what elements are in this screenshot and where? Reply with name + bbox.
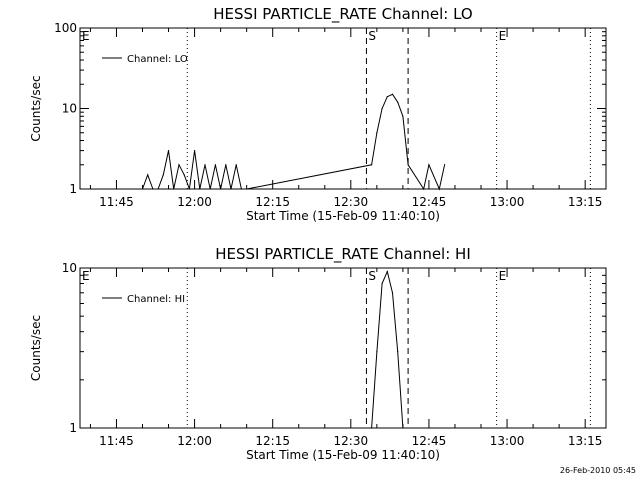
data-point (141, 188, 144, 190)
x-tick-label: 12:15 (255, 434, 290, 448)
data-point (402, 115, 404, 117)
data-point (183, 174, 185, 176)
x-tick-label: 13:00 (490, 195, 525, 209)
marker-label: E (82, 269, 90, 283)
x-tick-label: 11:45 (99, 195, 134, 209)
data-point (235, 164, 237, 166)
x-axis-label: Start Time (15-Feb-09 11:40:10) (246, 209, 440, 223)
data-point (147, 174, 149, 176)
data-point (397, 101, 399, 103)
data-point (199, 188, 201, 190)
data-point (152, 188, 154, 190)
marker-label: S (368, 269, 376, 283)
data-point (167, 149, 170, 152)
x-tick-label: 12:30 (334, 195, 369, 209)
data-point (371, 164, 373, 166)
x-tick-label: 11:45 (99, 434, 134, 448)
x-tick-label: 12:45 (412, 195, 447, 209)
data-point (423, 188, 425, 190)
x-tick-label: 12:15 (255, 195, 290, 209)
hi-channel-panel: HESSI PARTICLE_RATE Channel: HI 1 10 11:45 1… (29, 245, 607, 462)
data-point (204, 164, 206, 166)
marker-label: E (82, 29, 90, 43)
x-tick-label: 12:00 (177, 434, 212, 448)
marker-label: S (368, 29, 376, 43)
data-point (193, 149, 196, 152)
y-tick-label: 1 (69, 182, 77, 196)
data-point (188, 188, 190, 190)
data-point (214, 164, 217, 166)
data-point (407, 164, 409, 166)
data-point (428, 164, 430, 166)
y-tick-label: 100 (54, 21, 77, 35)
data-point (402, 427, 404, 429)
data-point (386, 96, 388, 98)
data-point (381, 282, 383, 285)
plot-frame (79, 27, 607, 190)
y-tick-label: 10 (62, 261, 77, 275)
data-point (391, 292, 394, 294)
data-point (209, 188, 211, 190)
data-point (391, 93, 394, 95)
y-tick-label: 10 (62, 102, 77, 116)
chart-title: HESSI PARTICLE_RATE Channel: HI (215, 245, 471, 264)
legend-label: Channel: HI (127, 294, 185, 305)
data-series-line (371, 270, 404, 429)
y-tick-label: 1 (69, 421, 77, 435)
y-axis-label: Counts/sec (29, 75, 43, 141)
footer-timestamp: 26-Feb-2010 05:45 (560, 466, 636, 475)
data-point (162, 174, 164, 176)
data-point (376, 132, 378, 134)
x-tick-label: 12:30 (334, 434, 369, 448)
x-tick-label: 13:15 (568, 434, 603, 448)
marker-label: E (499, 29, 507, 43)
data-series-line (142, 93, 446, 191)
data-point (381, 107, 383, 110)
y-axis-label: Counts/sec (29, 315, 43, 381)
plot-frame (79, 267, 607, 429)
data-point (386, 270, 388, 273)
data-point (240, 188, 243, 190)
data-point (157, 188, 159, 190)
data-point (397, 351, 399, 353)
chart-title: HESSI PARTICLE_RATE Channel: LO (213, 5, 472, 24)
x-tick-label: 12:45 (412, 434, 447, 448)
x-tick-label: 13:15 (568, 195, 603, 209)
data-point (173, 188, 175, 190)
data-point (230, 188, 232, 190)
x-tick-label: 13:00 (490, 434, 525, 448)
data-point (443, 164, 446, 166)
x-tick-label: 12:00 (177, 195, 212, 209)
data-point (371, 427, 373, 429)
legend-label: Channel: LO (127, 54, 188, 65)
lo-channel-panel: HESSI PARTICLE_RATE Channel: LO 1 10 100 11:… (29, 5, 607, 223)
x-axis-label: Start Time (15-Feb-09 11:40:10) (246, 448, 440, 462)
data-point (220, 188, 222, 190)
data-point (438, 188, 440, 190)
data-point (225, 164, 227, 166)
marker-label: E (499, 269, 507, 283)
data-point (178, 164, 180, 166)
data-point (246, 188, 248, 190)
data-point (376, 351, 378, 353)
